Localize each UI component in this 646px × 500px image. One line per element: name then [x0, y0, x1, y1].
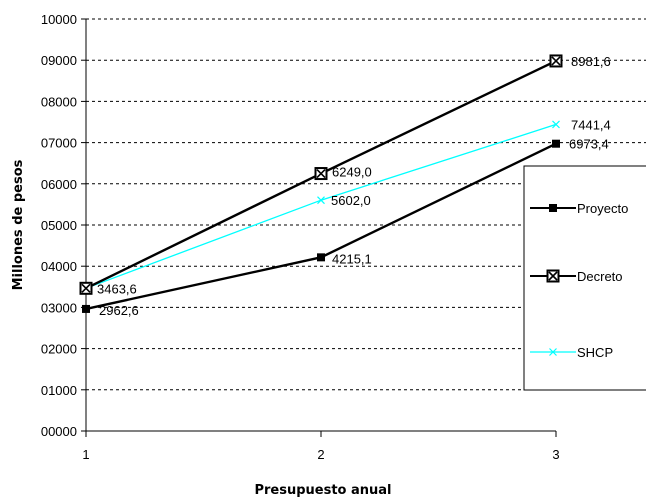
y-tick-label: 03000: [41, 300, 77, 315]
data-label: 6973,4: [569, 137, 609, 152]
y-axis-ticks: 00000 01000 02000 03000 04000 05000 06000 07000…: [41, 12, 86, 439]
y-tick-label: 08000: [41, 94, 77, 109]
legend-marker: [549, 348, 557, 356]
y-axis-title: Millones de pesos: [11, 159, 26, 290]
x-tick-label: 3: [552, 447, 559, 462]
data-label: 5602,0: [331, 193, 371, 208]
legend-box: [523, 165, 646, 391]
legend: Proyecto Decreto SHCP: [523, 165, 646, 391]
marker-cross: [317, 196, 325, 205]
data-point: [79, 281, 93, 295]
data-label: 2962,6: [99, 303, 139, 318]
series-decreto: [79, 54, 563, 295]
legend-label: Decreto: [577, 269, 623, 284]
marker-shape: [82, 304, 90, 313]
data-label: 4215,1: [332, 251, 372, 266]
legend-item-decreto: Decreto: [530, 269, 623, 284]
series-line: [85, 123, 557, 289]
marker-cross: [551, 56, 561, 66]
data-point: [314, 167, 328, 181]
legend-label: SHCP: [577, 345, 613, 360]
data-labels-layer: 2962,6 4215,1 6973,4 3463,6 6249,0 8981,6 5602…: [97, 54, 611, 318]
data-label: 8981,6: [571, 54, 611, 69]
data-point: [552, 139, 560, 148]
marker-cross: [81, 283, 91, 293]
axes: [85, 19, 556, 432]
data-point: [317, 196, 325, 205]
y-tick-label: 09000: [41, 53, 77, 68]
marker-cross: [552, 120, 560, 129]
x-tick-label: 2: [317, 447, 324, 462]
y-tick-label: 06000: [41, 177, 77, 192]
marker-shape: [552, 139, 560, 148]
y-tick-label: 04000: [41, 259, 77, 274]
marker-cross: [548, 271, 558, 281]
data-point: [549, 54, 563, 68]
y-tick-label: 01000: [41, 383, 77, 398]
series-layer: [79, 54, 563, 313]
legend-item-proyecto: Proyecto: [530, 201, 628, 216]
legend-item-shcp: SHCP: [530, 345, 613, 360]
y-tick-label: 00000: [41, 424, 77, 439]
y-tick-label: 07000: [41, 136, 77, 151]
legend-label: Proyecto: [577, 201, 628, 216]
data-label: 6249,0: [332, 165, 372, 180]
legend-marker: [546, 269, 560, 283]
x-axis-ticks: 1 2 3: [82, 431, 560, 462]
legend-items: Proyecto Decreto SHCP: [530, 201, 628, 360]
series-proyecto: [82, 139, 560, 313]
data-label: 7441,4: [571, 117, 611, 132]
legend-marker: [549, 204, 557, 212]
data-label: 3463,6: [97, 281, 137, 296]
y-tick-label: 05000: [41, 218, 77, 233]
y-tick-label: 02000: [41, 342, 77, 357]
marker-cross: [316, 168, 326, 179]
y-tick-label: 10000: [41, 12, 77, 27]
x-axis-title: Presupuesto anual: [254, 483, 391, 498]
data-point: [82, 304, 90, 313]
data-point: [552, 120, 560, 129]
marker-cross: [549, 348, 557, 356]
x-tick-label: 1: [82, 447, 89, 462]
data-point: [317, 253, 325, 262]
marker-shape: [317, 253, 325, 262]
marker-shape: [549, 204, 557, 212]
